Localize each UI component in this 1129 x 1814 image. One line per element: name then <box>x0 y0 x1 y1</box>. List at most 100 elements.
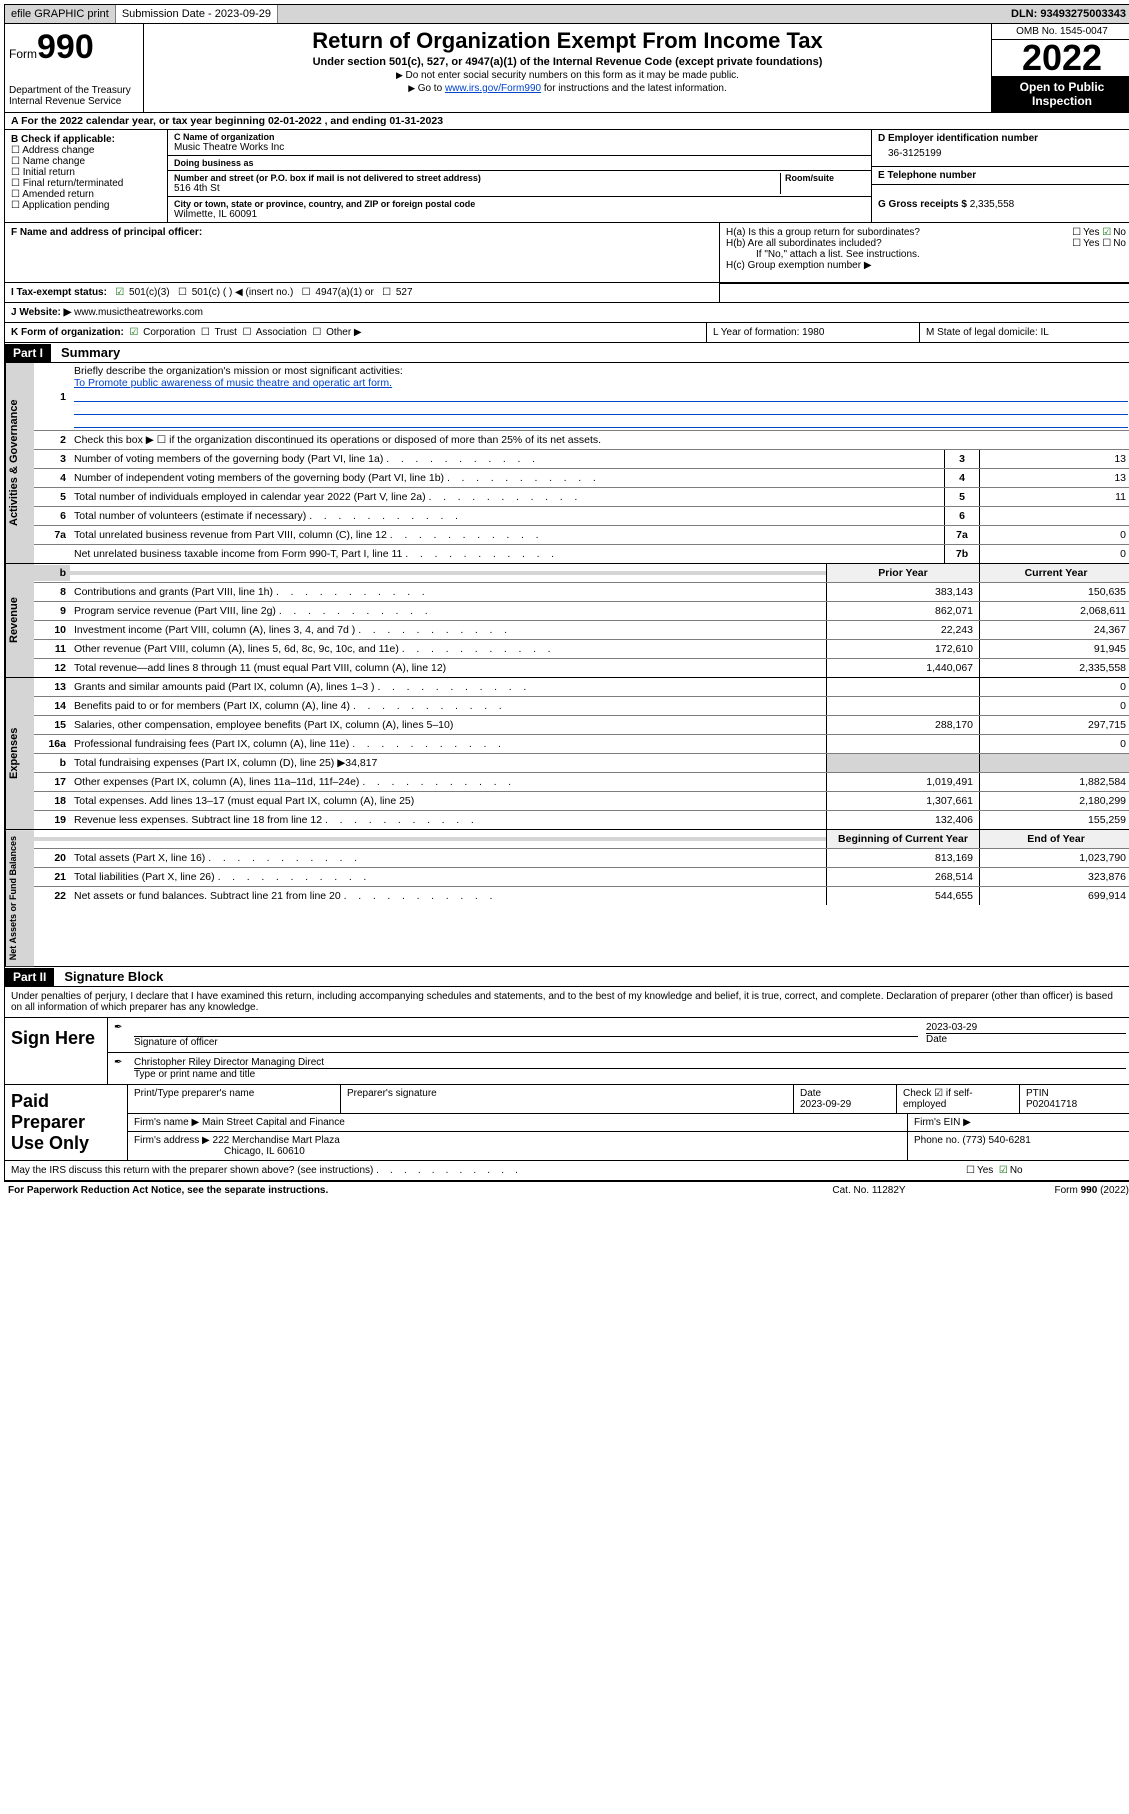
col-de: D Employer identification number 36-3125… <box>872 130 1129 222</box>
chk-amended-return[interactable]: Amended return <box>11 189 158 200</box>
line-17: 17Other expenses (Part IX, column (A), l… <box>34 772 1129 791</box>
col-c-org-info: C Name of organization Music Theatre Wor… <box>168 130 872 222</box>
line-20: 20Total assets (Part X, line 16)813,1691… <box>34 848 1129 867</box>
chk-trust[interactable] <box>201 327 212 338</box>
expenses-tab: Expenses <box>5 678 34 829</box>
chk-final-return[interactable]: Final return/terminated <box>11 178 158 189</box>
ha-label: H(a) Is this a group return for subordin… <box>726 227 920 238</box>
l2-desc: Check this box ▶ ☐ if the organization d… <box>70 432 1129 448</box>
netassets-body: Beginning of Current Year End of Year 20… <box>34 830 1129 966</box>
firm-name-label: Firm's name ▶ <box>134 1117 199 1128</box>
tax-year: 2022 <box>992 40 1129 76</box>
opt-501c: 501(c) ( ) ◀ (insert no.) <box>192 287 294 298</box>
discuss-row: May the IRS discuss this return with the… <box>4 1161 1129 1181</box>
city-label: City or town, state or province, country… <box>174 199 865 209</box>
header-mid: Return of Organization Exempt From Incom… <box>144 24 991 112</box>
chk-527[interactable] <box>382 287 393 298</box>
line-16b: bTotal fundraising expenses (Part IX, co… <box>34 753 1129 772</box>
discuss-no[interactable] <box>999 1165 1010 1176</box>
ein-cell: D Employer identification number 36-3125… <box>872 130 1129 167</box>
line-12: 12Total revenue—add lines 8 through 11 (… <box>34 658 1129 677</box>
row-j: J Website: ▶ www.musictheatreworks.com <box>4 303 1129 323</box>
line-5: 5Total number of individuals employed in… <box>34 487 1129 506</box>
part1-header: Part I Summary <box>4 343 1129 363</box>
note2-post: for instructions and the latest informat… <box>541 83 727 94</box>
dba-cell: Doing business as <box>168 156 871 171</box>
org-name-label: C Name of organization <box>174 132 865 142</box>
firm-name: Main Street Capital and Finance <box>202 1117 345 1128</box>
line-10: 10Investment income (Part VIII, column (… <box>34 620 1129 639</box>
row-f-h: F Name and address of principal officer:… <box>4 223 1129 283</box>
opt-4947: 4947(a)(1) or <box>315 287 373 298</box>
current-year-hdr: Current Year <box>979 564 1129 582</box>
name-row: ✒ Christopher Riley Director Managing Di… <box>108 1053 1129 1084</box>
chk-address-change[interactable]: Address change <box>11 145 158 156</box>
form-note-1: Do not enter social security numbers on … <box>150 70 985 81</box>
sign-date: 2023-03-29 <box>926 1022 1126 1033</box>
chk-name-change[interactable]: Name change <box>11 156 158 167</box>
revenue-tab: Revenue <box>5 564 34 677</box>
opt-corp: Corporation <box>143 327 195 338</box>
col-b-checkboxes: B Check if applicable: Address change Na… <box>5 130 168 222</box>
hb-yes[interactable] <box>1072 238 1083 249</box>
firm-addr1: 222 Merchandise Mart Plaza <box>213 1135 340 1146</box>
discuss-text: May the IRS discuss this return with the… <box>5 1161 960 1180</box>
group-return: H(a) Is this a group return for subordin… <box>720 223 1129 282</box>
chk-corp[interactable] <box>129 327 140 338</box>
preparer-right: Print/Type preparer's name Preparer's si… <box>128 1085 1129 1160</box>
ha-yes[interactable] <box>1072 227 1083 238</box>
chk-501c3[interactable] <box>115 287 126 298</box>
submission-date: Submission Date - 2023-09-29 <box>116 5 278 23</box>
col-b-label: B Check if applicable: <box>11 134 161 145</box>
l1-desc: Briefly describe the organization's miss… <box>74 365 403 377</box>
website-cell: J Website: ▶ www.musictheatreworks.com <box>5 303 1129 322</box>
gross-cell: G Gross receipts $ 2,335,558 <box>872 185 1129 222</box>
efile-print-button[interactable]: efile GRAPHIC print <box>5 5 116 23</box>
page-footer: For Paperwork Reduction Act Notice, see … <box>4 1181 1129 1199</box>
part2-header: Part II Signature Block <box>4 967 1129 987</box>
chk-4947[interactable] <box>302 287 313 298</box>
line-15: 15Salaries, other compensation, employee… <box>34 715 1129 734</box>
name-label: Type or print name and title <box>134 1069 1126 1080</box>
ha-row: H(a) Is this a group return for subordin… <box>726 227 1126 238</box>
hb-row: H(b) Are all subordinates included? Yes … <box>726 238 1126 249</box>
chk-assoc[interactable] <box>242 327 253 338</box>
chk-501c[interactable] <box>178 287 189 298</box>
state-domicile: M State of legal domicile: IL <box>920 323 1129 342</box>
line-7b: Net unrelated business taxable income fr… <box>34 544 1129 563</box>
sig-row: ✒ Signature of officer 2023-03-29 Date <box>108 1018 1129 1053</box>
opt-trust: Trust <box>215 327 237 338</box>
line-14: 14Benefits paid to or for members (Part … <box>34 696 1129 715</box>
line-22: 22Net assets or fund balances. Subtract … <box>34 886 1129 905</box>
ha-no[interactable] <box>1102 227 1113 238</box>
principal-officer: F Name and address of principal officer: <box>5 223 720 282</box>
line-4: 4Number of independent voting members of… <box>34 468 1129 487</box>
form-of-org: K Form of organization: Corporation Trus… <box>5 323 707 342</box>
governance-body: 1 Briefly describe the organization's mi… <box>34 363 1129 563</box>
line-8: 8Contributions and grants (Part VIII, li… <box>34 582 1129 601</box>
hc-cell <box>720 283 1129 302</box>
hb-no[interactable] <box>1102 238 1113 249</box>
line-21: 21Total liabilities (Part X, line 26)268… <box>34 867 1129 886</box>
chk-other[interactable] <box>312 327 323 338</box>
netassets-section: Net Assets or Fund Balances Beginning of… <box>4 830 1129 967</box>
prep-sig-label: Preparer's signature <box>341 1085 794 1113</box>
irs-link[interactable]: www.irs.gov/Form990 <box>445 83 541 94</box>
ptin-label: PTIN <box>1026 1088 1049 1099</box>
revenue-section: Revenue b Prior Year Current Year 8Contr… <box>4 564 1129 678</box>
prep-phone: (773) 540-6281 <box>962 1135 1030 1146</box>
discuss-yes[interactable] <box>966 1165 977 1176</box>
gross-value: 2,335,558 <box>970 199 1015 210</box>
header-right: OMB No. 1545-0047 2022 Open to Public In… <box>991 24 1129 112</box>
footer-cat: Cat. No. 11282Y <box>769 1185 969 1196</box>
chk-application-pending[interactable]: Application pending <box>11 200 158 211</box>
irs-label: Internal Revenue Service <box>9 96 139 107</box>
i-label: I Tax-exempt status: <box>11 287 107 298</box>
part1-sub: Summary <box>51 343 130 362</box>
chk-initial-return[interactable]: Initial return <box>11 167 158 178</box>
penalties-text: Under penalties of perjury, I declare th… <box>4 987 1129 1018</box>
prep-date-label: Date <box>800 1088 821 1099</box>
line-19: 19Revenue less expenses. Subtract line 1… <box>34 810 1129 829</box>
header-left: Form990 Department of the Treasury Inter… <box>5 24 144 112</box>
room-label: Room/suite <box>785 173 865 183</box>
